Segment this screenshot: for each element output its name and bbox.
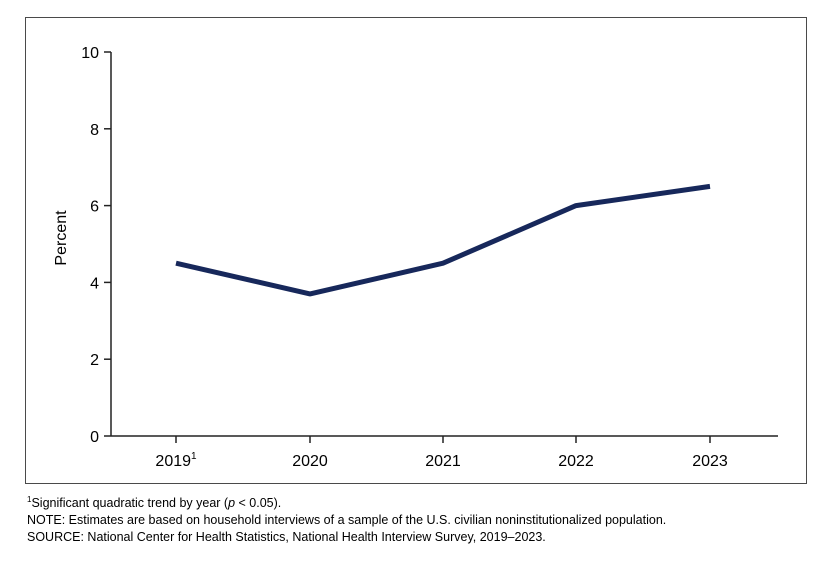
footnote-p: p [228, 496, 236, 511]
note-text: NOTE: Estimates are based on household i… [27, 513, 667, 528]
y-axis-title: Percent [53, 210, 70, 266]
series-line [175, 183, 711, 297]
chart-notes: 1Significant quadratic trend by year (p … [27, 491, 666, 546]
x-axis: 20191 2020 2021 2022 2023 [111, 435, 778, 470]
y-tick-label: 0 [90, 429, 99, 446]
x-tick-label: 2022 [558, 453, 594, 470]
y-axis: 0 2 4 6 8 10 [81, 45, 112, 446]
footnote-text: Significant quadratic trend by year ( [31, 496, 229, 511]
chart-frame [25, 17, 807, 484]
y-tick-label: 8 [90, 122, 99, 139]
line-chart: 0 2 4 6 8 10 20191 2020 2021 2022 2023 Percent [53, 45, 778, 470]
y-tick-label: 2 [90, 352, 99, 369]
footnote: 1Significant quadratic trend by year (p … [27, 491, 666, 512]
series-group [175, 183, 711, 297]
y-tick-label: 6 [90, 199, 99, 216]
y-tick-label: 4 [90, 275, 99, 292]
x-tick-label: 20191 [155, 451, 197, 470]
source-text: SOURCE: National Center for Health Stati… [27, 530, 546, 545]
x-tick-label: 2021 [425, 453, 461, 470]
x-tick-label: 2023 [692, 453, 728, 470]
y-tick-label: 10 [81, 45, 99, 62]
x-tick-label: 2020 [292, 453, 328, 470]
x-tick-superscript: 1 [191, 451, 197, 462]
footnote-marker: 1 [27, 495, 32, 504]
footnote-end: < 0.05). [235, 496, 282, 511]
